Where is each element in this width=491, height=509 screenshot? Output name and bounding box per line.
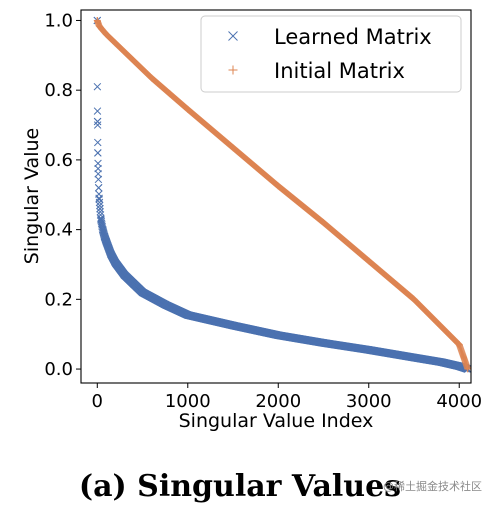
y-axis-label: Singular Value (21, 128, 43, 264)
data-point (95, 201, 104, 210)
data-point (94, 159, 102, 168)
data-point (274, 182, 282, 190)
data-point (111, 258, 120, 267)
plot-border (80, 9, 472, 384)
data-point (130, 57, 137, 64)
data-point (437, 358, 445, 366)
data-point (148, 74, 155, 82)
data-point (455, 341, 463, 349)
data-point (320, 219, 327, 227)
data-point (129, 279, 138, 288)
y-tick-label: 0.0 (44, 359, 73, 380)
data-point (96, 204, 104, 213)
y-tick-label: 0.2 (44, 289, 73, 310)
data-point (94, 175, 103, 184)
legend-marker-initial-matrix (228, 65, 238, 75)
data-point (95, 22, 103, 30)
legend-marker-plus (228, 65, 238, 75)
data-point (319, 339, 328, 347)
x-axis-label: Singular Value Index (179, 410, 374, 432)
data-point (229, 144, 237, 152)
data-point (93, 82, 102, 91)
data-point (120, 271, 129, 279)
data-point (97, 215, 105, 223)
data-point (96, 208, 105, 216)
data-point (102, 238, 111, 246)
data-point (98, 25, 106, 33)
ticks-layer: 0 1000 2000 3000 4000 0.0 0.2 0.4 0.6 0.8 1.0 (44, 10, 482, 412)
data-point (95, 195, 103, 204)
y-tick-label: 1.0 (44, 10, 73, 31)
legend-box (200, 15, 462, 93)
data-point (94, 149, 102, 157)
data-point (161, 300, 169, 309)
series-layer (93, 16, 472, 373)
data-point (93, 107, 102, 115)
data-point (274, 331, 283, 339)
y-tick-label: 0.8 (44, 80, 73, 101)
x-tick-label: 2000 (255, 391, 301, 412)
series-initial-matrix (93, 17, 472, 373)
data-point (93, 17, 101, 24)
data-point (100, 232, 109, 241)
data-point (166, 90, 174, 98)
figure-caption: (a) Singular Values (79, 469, 401, 504)
data-point (93, 121, 102, 129)
data-point (184, 311, 192, 319)
legend-marker-learned-matrix (228, 31, 238, 41)
legend-label-learned-matrix: Learned Matrix (274, 25, 432, 49)
legend-label-initial-matrix: Initial Matrix (274, 59, 405, 83)
watermark-text: @稀土掘金技术社区 (383, 479, 482, 493)
legend: Learned Matrix Initial Matrix (200, 15, 462, 93)
y-tick-label: 0.4 (44, 220, 73, 241)
x-tick-label: 0 (92, 391, 103, 412)
data-point (365, 257, 373, 265)
data-point (184, 105, 192, 113)
x-tick-label: 1000 (165, 391, 211, 412)
legend-marker-x (228, 31, 238, 41)
x-tick-label: 4000 (436, 391, 482, 412)
data-point (410, 353, 418, 362)
data-point (94, 184, 103, 192)
data-point (94, 170, 102, 178)
data-point (455, 362, 463, 371)
data-point (95, 194, 103, 202)
data-point (229, 321, 237, 330)
data-point (93, 117, 102, 126)
data-point (93, 138, 102, 147)
data-point (364, 346, 373, 354)
x-tick-label: 3000 (346, 391, 392, 412)
data-point (138, 288, 147, 297)
series-learned-matrix (93, 16, 472, 373)
axes-frame (80, 9, 472, 384)
data-point (464, 365, 472, 373)
data-point (102, 31, 110, 38)
data-point (410, 295, 418, 303)
y-tick-label: 0.6 (44, 150, 73, 171)
data-point (111, 39, 119, 47)
data-point (98, 225, 107, 234)
data-point (107, 250, 115, 258)
